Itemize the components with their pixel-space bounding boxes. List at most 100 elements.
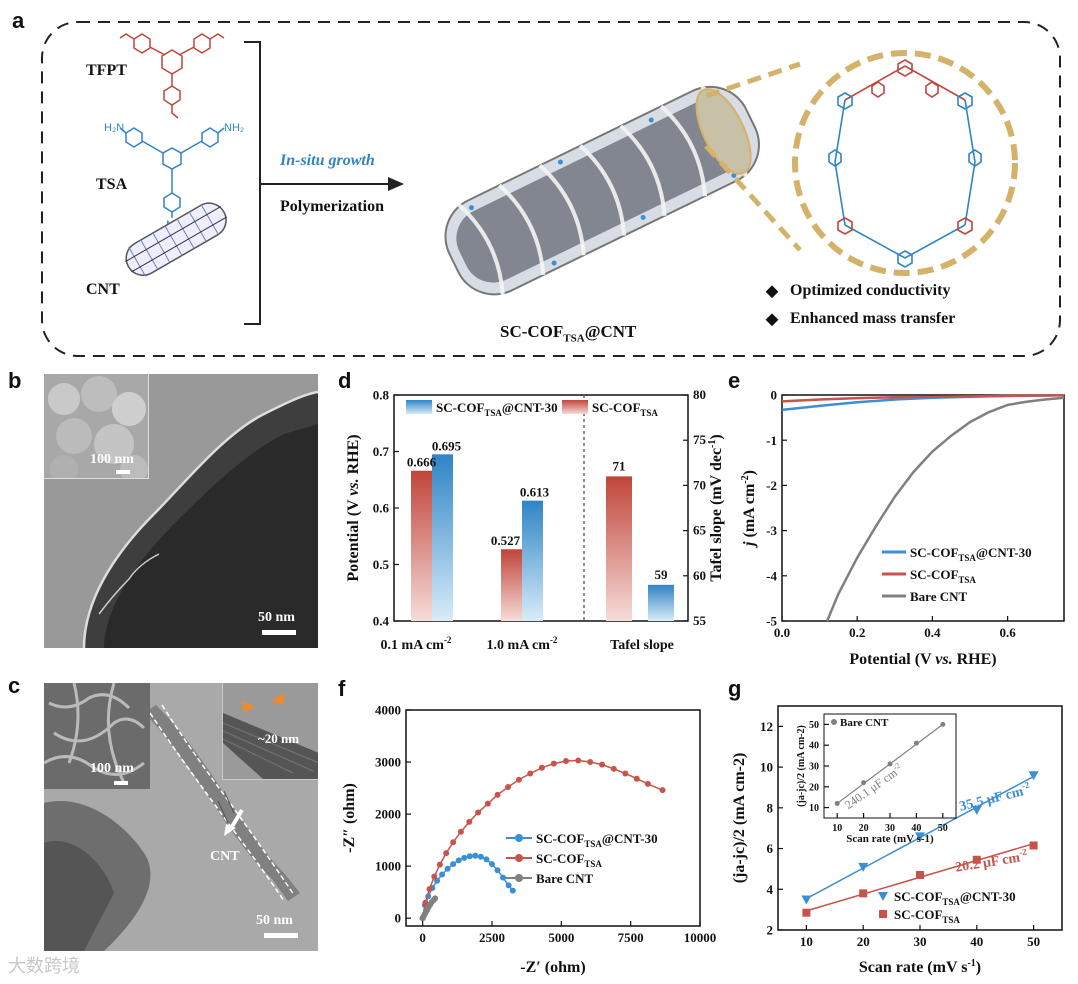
legend-label-gray: Bare CNT <box>536 871 594 886</box>
legend-marker-blue <box>878 892 888 901</box>
arrow-right-icon <box>271 693 285 705</box>
data-point-blue <box>494 867 501 874</box>
x-tick-label: 10000 <box>684 930 717 945</box>
data-point-red <box>475 809 482 816</box>
data-point-blue <box>858 862 869 872</box>
y-tick-label: 2 <box>767 923 774 938</box>
legend-marker-red <box>879 910 887 918</box>
data-point-gray <box>432 895 439 902</box>
feature-mass-transfer: Enhanced mass transfer <box>790 310 956 327</box>
data-point-blue <box>450 861 457 868</box>
inset-data-point <box>834 800 840 806</box>
data-point-red <box>527 770 534 777</box>
y-tick-label: 6 <box>767 841 774 856</box>
scale-bar <box>264 933 298 938</box>
legend-label-blue: SC-COFTSA@CNT-30 <box>910 545 1032 563</box>
x-tick-label: 0.6 <box>999 625 1016 640</box>
legend-label-red: SC-COFTSA <box>592 400 658 418</box>
panel-label-d: d <box>338 368 352 393</box>
inset-data-point <box>940 721 946 727</box>
bar-blue <box>432 454 453 621</box>
y2-tick-label: 65 <box>693 523 707 538</box>
inset-data-point <box>887 761 893 767</box>
bar-value-label: 0.527 <box>491 533 521 548</box>
y-tick-label: 1000 <box>375 859 401 874</box>
slope-label-red: 20.2 μF cm-2 <box>954 846 1029 875</box>
x-tick-label: 50 <box>938 823 948 834</box>
panel-c-tem-image: 100 nm ~20 nm CNT 50 nm <box>44 683 318 951</box>
data-point-blue <box>461 854 468 861</box>
legend-label-blue: SC-COFTSA@CNT-30 <box>536 831 658 849</box>
data-point-red <box>484 800 491 807</box>
legend-label-red: SC-COFTSA <box>536 851 602 869</box>
data-point-red <box>644 780 651 787</box>
y-tick-label: 20 <box>809 782 819 793</box>
inset-data-point <box>913 740 919 746</box>
legend: SC-COFTSA@CNT-30 SC-COFTSA <box>878 889 1016 925</box>
inset-scale-bar <box>116 470 130 474</box>
inset-x-title: Scan rate (mV s-1) <box>846 833 934 845</box>
slope-label-blue: 35.5 μF cm-2 <box>957 779 1033 814</box>
inset-scale-label: 100 nm <box>90 452 134 467</box>
legend-label-red: SC-COFTSA <box>894 907 960 925</box>
y-tick-label: 0 <box>395 911 402 926</box>
panel-label-a: a <box>12 8 25 33</box>
bar-value-label: 71 <box>613 458 626 473</box>
arrow-icon <box>388 177 404 191</box>
x-category-label: 0.1 mA cm-2 <box>381 635 452 653</box>
y-tick-label: 2000 <box>375 807 401 822</box>
scale-bar <box>262 630 296 635</box>
data-point-red <box>422 899 429 906</box>
inset-scale-bar <box>114 781 128 785</box>
y-tick-label: -3 <box>766 523 777 538</box>
data-point-red <box>859 889 868 898</box>
legend: SC-COFTSA@CNT-30 SC-COFTSA Bare CNT <box>882 545 1032 604</box>
data-point-blue <box>472 852 479 859</box>
bar-blue <box>648 584 674 621</box>
data-point-blue <box>500 874 507 881</box>
y-tick-label: 10 <box>760 760 773 775</box>
data-point-red <box>659 787 666 794</box>
legend-label-blue: SC-COFTSA@CNT-30 <box>894 889 1016 907</box>
data-point-blue <box>971 805 982 815</box>
data-point-red <box>450 839 457 846</box>
x-axis-title: Scan rate (mV s-1) <box>859 958 981 976</box>
data-point-red <box>622 770 629 777</box>
data-point-red <box>550 760 557 767</box>
bar-value-label: 59 <box>655 567 669 582</box>
y2-tick-label: 80 <box>693 387 706 402</box>
data-point-red <box>1029 841 1038 850</box>
x-tick-label: 7500 <box>618 930 644 945</box>
panel-label-f: f <box>338 676 346 701</box>
cnt-label: CNT <box>210 849 240 864</box>
panel-e-chart: 0.0 0.2 0.4 0.6 0 -1 -2 -3 -4 -5 SC-COFTSA@CNT-30… <box>740 388 1065 668</box>
x-axis-title: Potential (V vs. RHE) <box>849 651 996 668</box>
y-axis-title: -Z″ (ohm) <box>341 783 358 853</box>
data-point-red <box>515 776 522 783</box>
data-point-red <box>599 761 606 768</box>
y-tick-label: 0.6 <box>373 501 390 516</box>
x-tick-label: 2500 <box>479 930 505 945</box>
legend-swatch-blue <box>406 400 432 414</box>
data-point-red <box>466 818 473 825</box>
label-tsa: TSA <box>96 176 128 193</box>
series-line-gray <box>825 396 1065 622</box>
y-tick-label: 0 <box>771 388 778 403</box>
tsa-structure <box>119 127 225 218</box>
data-point-blue <box>444 865 451 872</box>
cof-pore-structure <box>828 59 982 268</box>
x-tick-label: 0.2 <box>849 625 865 640</box>
cof-zoom-circle <box>792 50 1018 276</box>
y-tick-label: 30 <box>809 762 819 773</box>
bar-red <box>411 470 432 621</box>
cnt-small <box>125 202 228 277</box>
x-tick-label: 20 <box>857 934 870 949</box>
y2-tick-label: 55 <box>693 613 707 628</box>
x-tick-label: 10 <box>800 934 813 949</box>
y-tick-label: 0.8 <box>373 388 390 403</box>
bar-value-label: 0.666 <box>407 455 437 470</box>
y2-tick-label: 60 <box>693 568 706 583</box>
data-point-blue <box>477 853 484 860</box>
y-tick-label: -5 <box>766 614 777 629</box>
